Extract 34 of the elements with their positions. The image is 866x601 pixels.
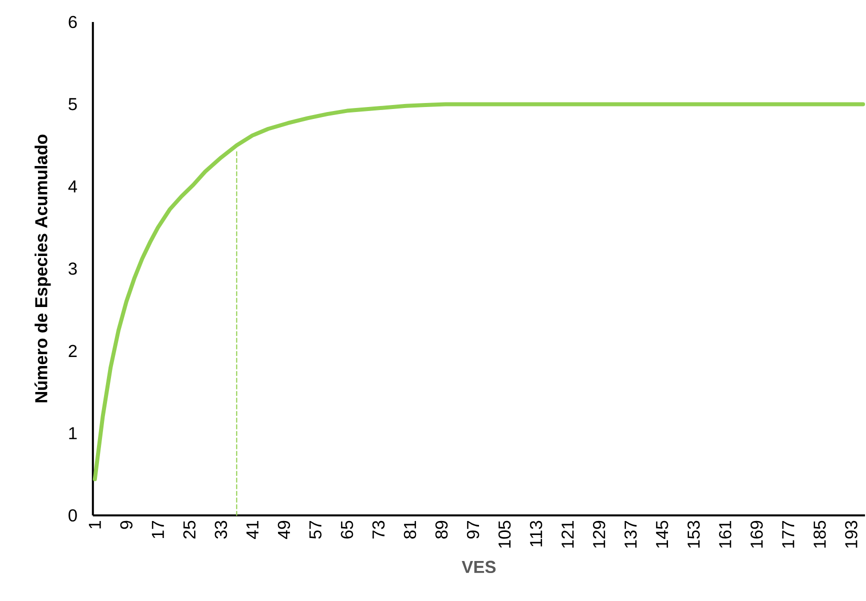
x-tick-label: 73 [372,520,385,538]
y-tick-label: 2 [68,344,77,357]
x-tick-label: 65 [340,520,354,538]
y-tick-label: 0 [68,509,77,522]
x-tick-label: 41 [246,520,258,539]
x-tick-label: 97 [466,520,480,538]
x-tick-label: 57 [309,520,322,539]
y-tick-label: 4 [68,180,78,192]
y-tick-label: 6 [68,16,77,28]
y-tick-label: 3 [68,262,77,275]
y-axis-title: Número de Especies Acumulado [34,134,51,402]
x-tick-label: 81 [404,520,416,538]
x-tick-label: 153 [688,520,700,548]
x-tick-label: 169 [750,520,763,548]
x-tick-label: 49 [278,520,290,539]
x-tick-label: 1 [88,520,101,528]
x-tick-label: 33 [214,520,228,539]
x-tick-label: 105 [498,520,511,548]
x-axis-title: VES [462,560,496,573]
x-tick-label: 121 [562,520,574,548]
y-tick-label: 5 [68,98,77,110]
x-tick-label: 177 [782,520,794,548]
x-tick-label: 129 [592,520,606,548]
x-tick-label: 185 [814,520,826,548]
x-tick-label: 137 [624,520,637,548]
x-tick-label: 9 [120,520,133,529]
x-tick-label: 25 [183,520,196,538]
x-tick-label: 89 [435,520,448,538]
y-tick-label: 1 [69,427,77,439]
x-tick-label: 161 [719,520,732,548]
x-tick-label: 145 [656,520,668,548]
x-tick-label: 17 [152,520,164,538]
x-tick-label: 113 [530,520,542,546]
x-tick-label: 193 [845,520,858,548]
